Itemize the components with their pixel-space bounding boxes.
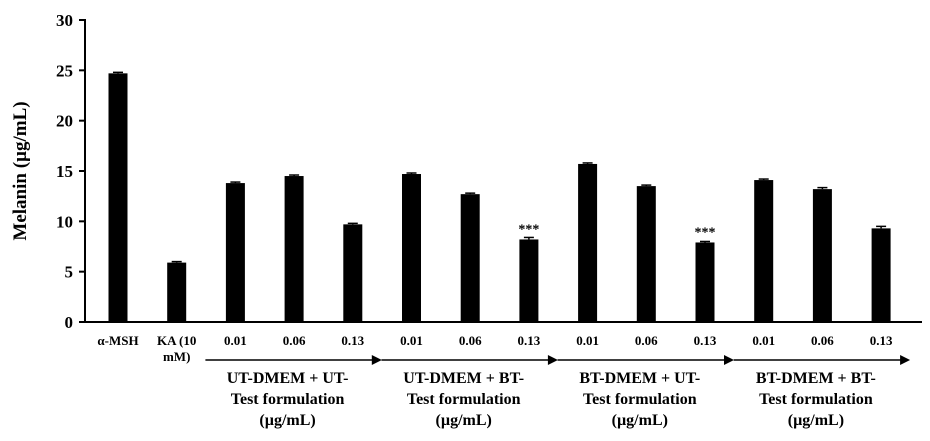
y-axis-label: Melanin (µg/mL)	[10, 101, 31, 240]
y-tick-label: 30	[56, 11, 73, 30]
group-label: UT-DMEM + BT-Test formulation (µg/mL)	[403, 370, 524, 429]
bar	[284, 176, 304, 322]
x-tick-label: 0.06	[635, 333, 658, 348]
bar	[695, 242, 715, 322]
x-tick-label: 0.01	[400, 333, 423, 348]
x-tick-label: 0.06	[811, 333, 834, 348]
x-tick-label: 0.06	[459, 333, 482, 348]
bar	[460, 194, 480, 322]
group-arrow-head	[900, 355, 911, 365]
y-tick-label: 5	[65, 263, 74, 282]
significance-label: ***	[695, 225, 716, 240]
group-label: UT-DMEM + UT-Test formulation (µg/mL)	[227, 370, 349, 429]
bar	[754, 180, 774, 322]
x-tick-label: KA (10 mM)	[157, 333, 196, 364]
group-arrow-head	[547, 355, 558, 365]
y-tick-label: 25	[56, 61, 73, 80]
x-tick-label: 0.01	[752, 333, 775, 348]
x-tick-label: 0.13	[870, 333, 893, 348]
x-tick-label: α-MSH	[97, 333, 138, 348]
bar	[343, 224, 363, 322]
y-tick-label: 0	[65, 313, 74, 332]
bar	[812, 189, 832, 322]
bar	[402, 174, 421, 322]
x-tick-label: 0.01	[576, 333, 599, 348]
x-tick-label: 0.06	[283, 333, 306, 348]
bar	[578, 163, 598, 322]
x-tick-label: 0.13	[518, 333, 541, 348]
bar	[519, 239, 539, 322]
y-tick-label: 10	[56, 212, 73, 231]
group-label: BT-DMEM + BT-Test formulation (µg/mL)	[756, 370, 876, 429]
group-arrow-head	[724, 355, 734, 365]
bar	[225, 183, 245, 322]
x-tick-label: 0.13	[341, 333, 364, 348]
bar	[636, 186, 656, 322]
x-tick-label: 0.01	[224, 333, 247, 348]
y-tick-label: 15	[56, 162, 73, 181]
bar	[108, 73, 128, 322]
y-tick-label: 20	[56, 112, 73, 131]
bar	[167, 262, 187, 322]
x-tick-label: 0.13	[694, 333, 717, 348]
bar	[871, 228, 891, 322]
group-arrow-head	[371, 355, 382, 365]
group-label: BT-DMEM + UT-Test formulation (µg/mL)	[579, 370, 700, 429]
significance-label: ***	[518, 222, 539, 237]
